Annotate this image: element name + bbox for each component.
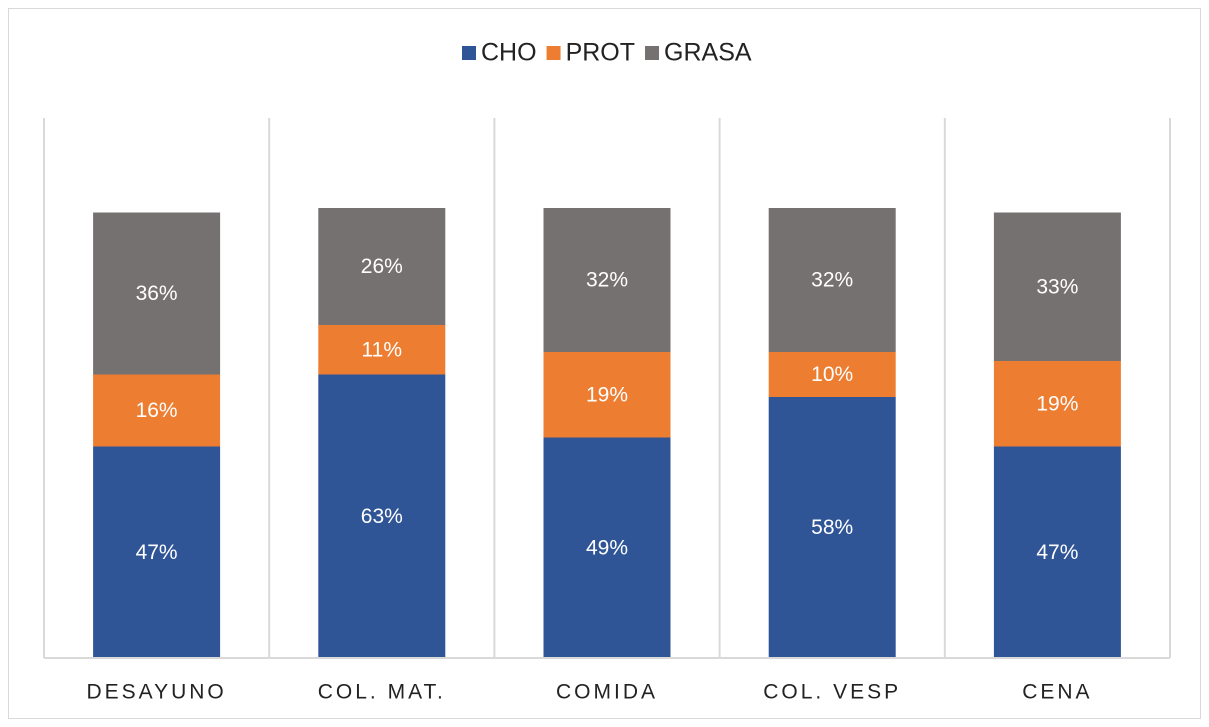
bar-segment [993,361,1121,447]
legend-label: GRASA [664,39,752,67]
x-tick-label: COMIDA [556,681,658,704]
bar-segment [543,208,671,352]
data-label: 26% [361,255,403,278]
bar-segment [543,437,671,658]
data-label: 58% [811,516,853,539]
data-label: 19% [586,383,628,406]
data-label: 32% [811,269,853,292]
data-label: 63% [361,505,403,528]
data-label: 47% [136,541,178,564]
data-label: 10% [811,363,853,386]
bar-segment [318,325,446,375]
legend-swatch [645,46,660,60]
x-tick-label: DESAYUNO [86,681,226,704]
data-label: 47% [1036,541,1078,564]
bar-segment [93,374,221,447]
bar-segment [318,208,446,325]
data-label: 49% [586,536,628,559]
data-label: 36% [136,282,178,305]
bar-segment [768,397,896,658]
bar-segment [93,446,221,658]
bar-segment [93,212,221,375]
data-label: 11% [362,338,402,361]
bar-segment [318,374,446,658]
bar-segment [543,352,671,438]
legend-label: PROT [566,39,635,67]
x-tick-label: COL. MAT. [318,681,446,704]
legend-swatch [462,46,476,60]
bar-segment [993,212,1121,361]
data-label: 16% [136,399,178,422]
data-label: 32% [586,269,628,292]
x-tick-label: CENA [1022,681,1092,704]
data-label: 33% [1036,275,1078,298]
bar-segment [768,352,896,397]
legend-swatch [546,46,561,60]
bar-segment [768,208,896,352]
data-label: 19% [1036,392,1078,415]
bar-segment [993,446,1121,658]
legend-label: CHO [481,39,537,67]
x-tick-label: COL. VESP [763,681,901,704]
